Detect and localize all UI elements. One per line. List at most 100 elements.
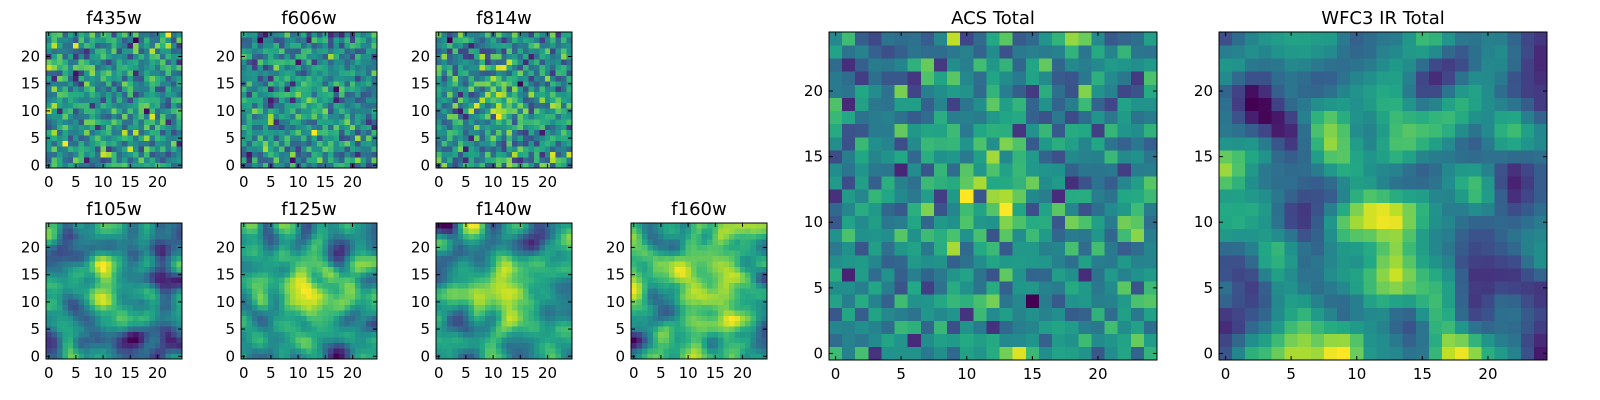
heatmap-cell: [495, 70, 502, 76]
heatmap-cell: [46, 331, 52, 338]
heatmap-cell: [295, 261, 302, 267]
heatmap-cell: [652, 299, 659, 305]
heatmap-cell: [679, 228, 686, 235]
heatmap-cell: [463, 266, 469, 273]
heatmap-cell: [160, 255, 166, 262]
heatmap-cell: [328, 228, 334, 235]
heatmap-cell: [84, 162, 90, 169]
heatmap-cell: [338, 299, 345, 305]
heatmap-cell: [133, 80, 139, 87]
heatmap-cell: [723, 233, 730, 240]
heatmap-cell: [528, 250, 535, 256]
heatmap-cell: [495, 277, 502, 284]
heatmap-cell: [647, 282, 654, 289]
heatmap-cell: [523, 315, 529, 322]
heatmap-cell: [1130, 255, 1145, 269]
heatmap-cell: [1052, 255, 1066, 269]
heatmap-cell: [517, 326, 524, 333]
heatmap-cell: [273, 75, 280, 82]
heatmap-cell: [366, 108, 372, 114]
heatmap-cell: [138, 223, 145, 229]
heatmap-cell: [544, 91, 551, 98]
heatmap-cell: [468, 288, 475, 295]
heatmap-cell: [663, 304, 670, 311]
heatmap-cell: [446, 97, 453, 104]
heatmap-cell: [669, 244, 675, 251]
heatmap-cell: [495, 255, 502, 262]
heatmap-cell: [251, 277, 258, 284]
heatmap-cell: [829, 150, 843, 164]
heatmap-cell: [268, 250, 274, 256]
heatmap-cell: [143, 37, 150, 44]
y-tick-label: 15: [21, 266, 40, 284]
heatmap-cell: [176, 342, 183, 349]
heatmap-cell: [111, 53, 118, 60]
heatmap-cell: [306, 146, 313, 152]
heatmap-cell: [479, 102, 486, 109]
heatmap-cell: [100, 157, 107, 163]
heatmap-cell: [116, 102, 123, 109]
heatmap-cell: [78, 37, 85, 44]
heatmap-cell: [1052, 241, 1066, 256]
heatmap-cell: [756, 331, 762, 338]
heatmap-cell: [669, 299, 675, 305]
heatmap-cell: [512, 326, 518, 333]
heatmap-cell: [268, 53, 274, 60]
heatmap-cell: [284, 282, 291, 289]
heatmap-cell: [457, 80, 464, 87]
heatmap-cell: [349, 146, 356, 152]
heatmap-cell: [756, 266, 762, 273]
heatmap-cell: [457, 223, 464, 229]
heatmap-cell: [663, 310, 670, 316]
heatmap-cell: [641, 348, 648, 354]
heatmap-cell: [355, 124, 361, 131]
heatmap-cell: [479, 337, 486, 343]
heatmap-cell: [1052, 333, 1066, 348]
heatmap-cell: [539, 244, 546, 251]
heatmap-cell: [56, 157, 63, 163]
heatmap-cell: [149, 348, 156, 354]
heatmap-cell: [528, 108, 535, 114]
heatmap-cell: [669, 250, 675, 256]
heatmap-cell: [636, 342, 643, 349]
heatmap-cell: [947, 241, 961, 256]
heatmap-cell: [436, 266, 442, 273]
heatmap-cell: [56, 320, 63, 327]
heatmap-cell: [149, 53, 156, 60]
heatmap-cell: [463, 70, 469, 76]
heatmap-cell: [176, 228, 183, 235]
heatmap-cell: [523, 140, 529, 147]
x-tick-label: 0: [239, 173, 249, 191]
heatmap-cell: [246, 244, 253, 251]
heatmap-cell: [674, 348, 681, 354]
heatmap-cell: [829, 189, 843, 203]
heatmap-cell: [62, 277, 69, 284]
heatmap-cell: [371, 91, 378, 98]
heatmap-cell: [105, 223, 112, 229]
heatmap-cell: [105, 244, 112, 251]
heatmap-cell: [501, 299, 508, 305]
heatmap-cell: [257, 80, 264, 87]
heatmap-cell: [712, 337, 719, 343]
heatmap-cell: [328, 157, 334, 163]
heatmap-cell: [947, 294, 961, 308]
heatmap-cell: [241, 282, 247, 289]
heatmap-cell: [506, 282, 513, 289]
heatmap-cell: [441, 42, 448, 49]
heatmap-cell: [371, 97, 378, 104]
heatmap-cell: [452, 261, 459, 267]
heatmap-cell: [143, 233, 150, 240]
heatmap-cell: [295, 75, 302, 82]
y-tick-label: 20: [216, 238, 235, 256]
heatmap-cell: [479, 353, 486, 360]
heatmap-cell: [333, 239, 340, 246]
heatmap-cell: [712, 239, 719, 246]
heatmap-cell: [641, 342, 648, 349]
heatmap-cell: [756, 282, 762, 289]
heatmap-cell: [528, 348, 535, 354]
heatmap-cell: [62, 146, 69, 152]
heatmap-cell: [268, 261, 274, 267]
heatmap-cell: [127, 75, 134, 82]
heatmap-cell: [1130, 307, 1145, 321]
heatmap-cell: [523, 288, 529, 295]
